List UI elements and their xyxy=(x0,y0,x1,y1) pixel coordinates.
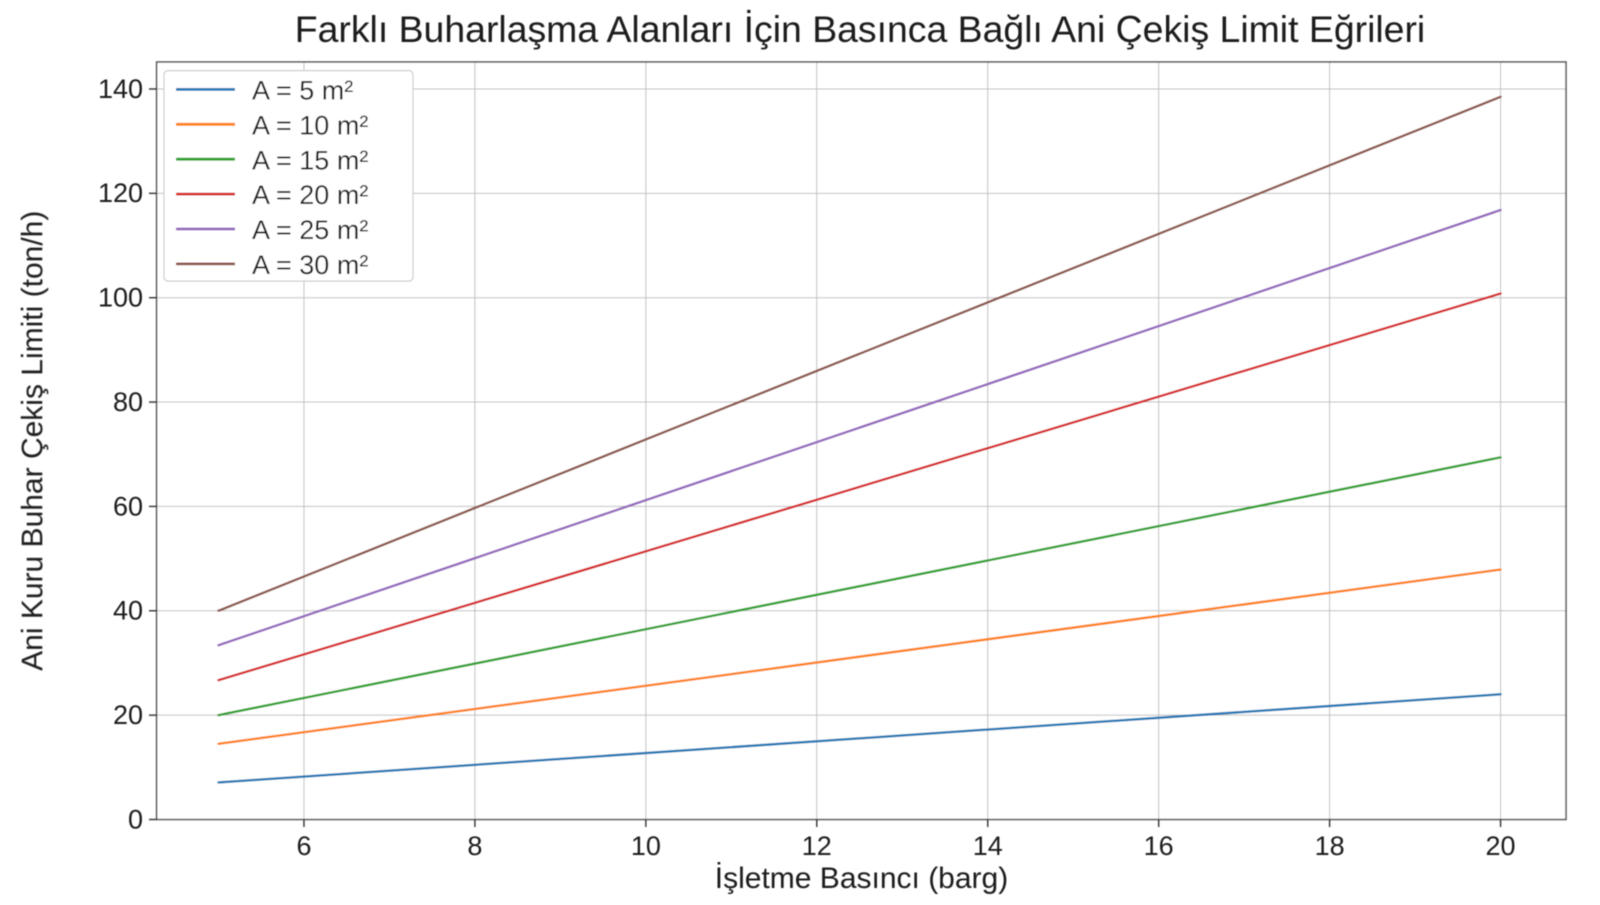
svg-text:20: 20 xyxy=(1486,831,1516,861)
svg-text:140: 140 xyxy=(98,74,143,104)
svg-text:İşletme Basıncı (barg): İşletme Basıncı (barg) xyxy=(715,862,1008,895)
svg-text:A = 30 m²: A = 30 m² xyxy=(252,250,368,280)
svg-text:100: 100 xyxy=(98,283,143,313)
svg-text:120: 120 xyxy=(98,178,143,208)
svg-text:A = 20 m²: A = 20 m² xyxy=(252,180,368,210)
svg-text:0: 0 xyxy=(128,805,143,835)
svg-text:18: 18 xyxy=(1315,831,1345,861)
svg-text:Ani Kuru Buhar Çekiş Limiti (t: Ani Kuru Buhar Çekiş Limiti (ton/h) xyxy=(16,211,49,671)
svg-text:14: 14 xyxy=(973,831,1003,861)
svg-text:40: 40 xyxy=(113,596,143,626)
svg-text:20: 20 xyxy=(113,700,143,730)
svg-text:6: 6 xyxy=(296,831,311,861)
svg-text:10: 10 xyxy=(631,831,661,861)
svg-text:60: 60 xyxy=(113,491,143,521)
svg-text:Farklı Buharlaşma Alanları İçi: Farklı Buharlaşma Alanları İçin Basınca … xyxy=(295,8,1425,50)
svg-text:A = 15 m²: A = 15 m² xyxy=(252,145,368,175)
svg-text:8: 8 xyxy=(467,831,482,861)
svg-text:A = 10 m²: A = 10 m² xyxy=(252,110,368,140)
svg-text:12: 12 xyxy=(802,831,832,861)
svg-text:16: 16 xyxy=(1144,831,1174,861)
svg-text:80: 80 xyxy=(113,387,143,417)
svg-text:A = 25 m²: A = 25 m² xyxy=(252,215,368,245)
svg-text:A = 5 m²: A = 5 m² xyxy=(252,76,353,106)
